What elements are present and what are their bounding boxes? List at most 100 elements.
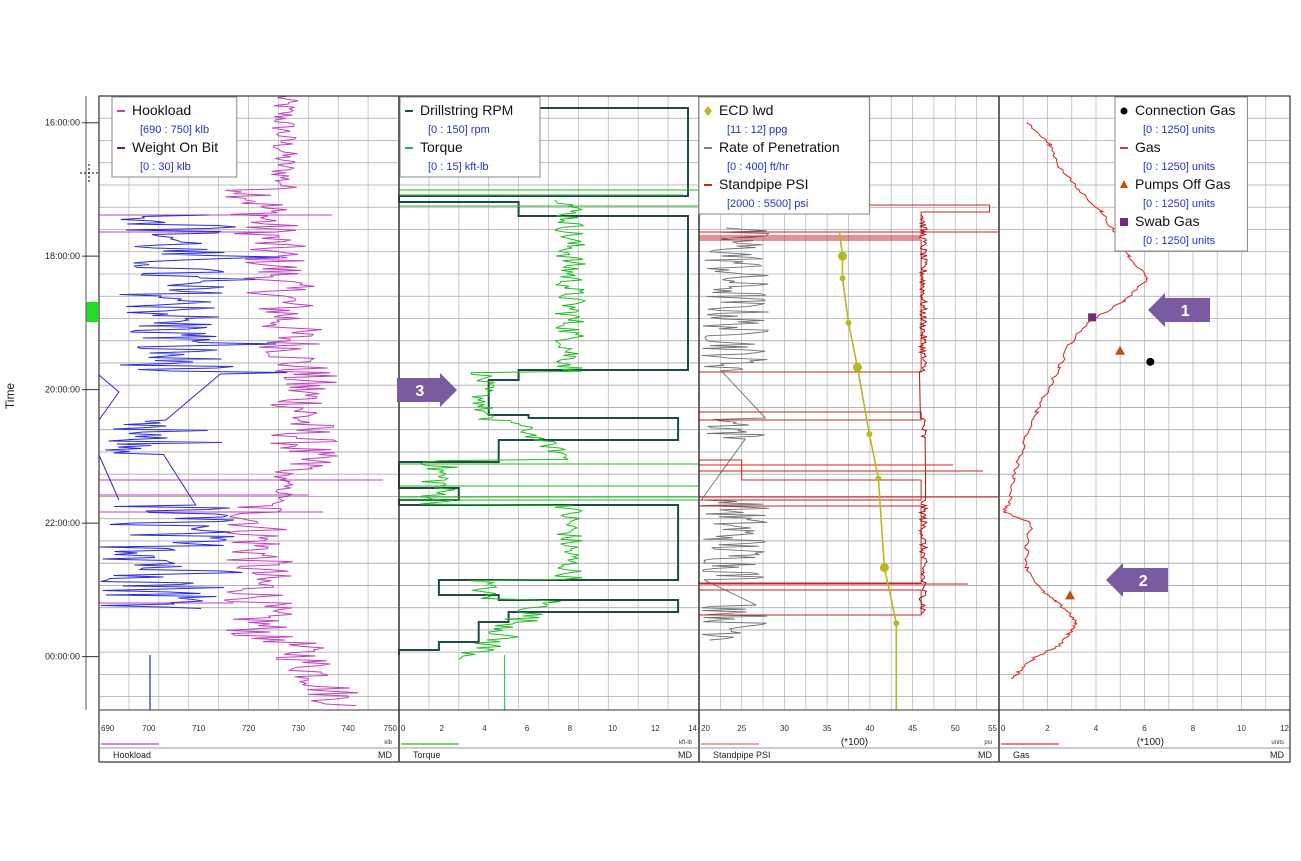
footer-md-label: MD	[978, 750, 992, 760]
torque-curve	[418, 199, 587, 660]
legend-range: [11 : 12] ppg	[727, 124, 787, 136]
curves-layer	[98, 95, 1149, 710]
x-tick-label: 2	[439, 724, 444, 733]
x-tick-label: 740	[341, 724, 355, 733]
footer-curve-name: Torque	[413, 750, 441, 760]
x-tick-label: 730	[292, 724, 306, 733]
legend-box	[698, 96, 870, 215]
legend-box	[111, 96, 238, 178]
footer-md-label: MD	[678, 750, 692, 760]
x-tick-label: 10	[608, 724, 617, 733]
depth-marker-box	[86, 302, 98, 322]
annotation-arrow	[1106, 563, 1168, 597]
legend-range: [0 : 1250] units	[1143, 161, 1216, 173]
grid-layer	[99, 95, 1290, 710]
legend-swatch	[1120, 107, 1128, 115]
markers-layer	[80, 164, 1155, 627]
x-tick-label: 12	[651, 724, 660, 733]
x-tick-label: 12	[1280, 724, 1289, 733]
y-tick-label: 00:00:00	[45, 652, 80, 662]
legend-name: ECD lwd	[719, 102, 773, 118]
legend-name: Hookload	[132, 102, 191, 118]
connection-gas-point	[1146, 357, 1155, 366]
legend-range: [0 : 1250] units	[1143, 235, 1216, 247]
footer-md-label: MD	[1270, 750, 1284, 760]
x-tick-label: 0	[1001, 724, 1006, 733]
pumps-off-gas-point	[1115, 345, 1126, 355]
legend-swatch	[704, 106, 712, 116]
x-tick-label: 20	[701, 724, 710, 733]
legend-swatch	[1120, 180, 1128, 188]
x-tick-label: 45	[908, 724, 917, 733]
legend-range: [690 : 750] klb	[140, 124, 209, 136]
x-tick-label: 6	[525, 724, 530, 733]
track-unit-label: psi	[984, 740, 992, 746]
annotation-arrow	[397, 373, 457, 407]
x-tick-label: 690	[101, 724, 115, 733]
legend-name: Swab Gas	[1135, 213, 1200, 229]
ecd-point	[839, 275, 846, 282]
x-tick-label: 50	[951, 724, 960, 733]
footer-curve-name: Gas	[1013, 750, 1030, 760]
scale-note: (*100)	[841, 737, 868, 748]
legends-layer: Hookload [690 : 750] klb Weight On Bit [0 :…	[111, 96, 1248, 252]
x-tick-label: 6	[1142, 724, 1147, 733]
legend-range: [0 : 150] rpm	[428, 124, 490, 136]
x-tick-label: 720	[242, 724, 256, 733]
legend-name: Rate of Penetration	[719, 139, 840, 155]
annotation-arrow	[1148, 293, 1210, 327]
footer-curve-name: Hookload	[113, 750, 151, 760]
x-tick-label: 30	[780, 724, 789, 733]
y-tick-label: 16:00:00	[45, 118, 80, 128]
legend-name: Weight On Bit	[132, 139, 218, 155]
x-tick-label: 8	[568, 724, 573, 733]
ecd-point	[845, 319, 852, 326]
ecd-point	[893, 620, 900, 627]
ecd-point	[838, 251, 848, 261]
legend-range: [2000 : 5500] psi	[727, 198, 808, 210]
track-unit-label: kft-lb	[679, 740, 693, 746]
legend-box	[1114, 96, 1248, 252]
scale-note: (*100)	[1137, 737, 1164, 748]
legend-range: [0 : 1250] units	[1143, 198, 1216, 210]
legend-name: Connection Gas	[1135, 102, 1235, 118]
legend-name: Gas	[1135, 139, 1161, 155]
wob-trend	[98, 454, 120, 501]
y-tick-label: 22:00:00	[45, 518, 80, 528]
y-tick-label: 18:00:00	[45, 251, 80, 261]
x-tick-label: 4	[482, 724, 487, 733]
x-tick-label: 40	[865, 724, 874, 733]
ecd-point	[875, 475, 882, 482]
ecd-point	[852, 362, 862, 372]
legend-name: Torque	[420, 139, 463, 155]
annotation-label: 1	[1181, 303, 1190, 320]
x-tick-label: 10	[1237, 724, 1246, 733]
ecd-curve	[838, 231, 898, 710]
legend-range: [0 : 1250] units	[1143, 124, 1216, 136]
footer-curve-name: Standpipe PSI	[713, 750, 771, 760]
rop-curve	[700, 227, 771, 641]
wob-curve	[99, 214, 288, 609]
annotations-layer: 1 2 3	[397, 293, 1210, 597]
x-tick-label: 8	[1191, 724, 1196, 733]
annotation-label: 3	[415, 383, 424, 400]
legend-range: [0 : 30] klb	[140, 161, 191, 173]
legend-range: [0 : 15] kft-lb	[428, 161, 489, 173]
x-tick-label: 750	[384, 724, 398, 733]
ecd-point	[866, 431, 873, 438]
chart-frame	[98, 95, 1291, 763]
x-tick-label: 14	[688, 724, 697, 733]
track-unit-label: units	[1271, 740, 1284, 746]
legend-swatch	[1120, 218, 1128, 226]
pumps-off-gas-point	[1065, 590, 1076, 600]
legend-name: Pumps Off Gas	[1135, 176, 1230, 192]
legend-box	[399, 96, 541, 178]
x-tick-label: 0	[401, 724, 406, 733]
y-tick-label: 20:00:00	[45, 385, 80, 395]
wob-trend	[98, 374, 120, 421]
ecd-point	[879, 563, 889, 573]
x-tick-label: 55	[988, 724, 997, 733]
y-axis-label: Time	[3, 383, 17, 410]
